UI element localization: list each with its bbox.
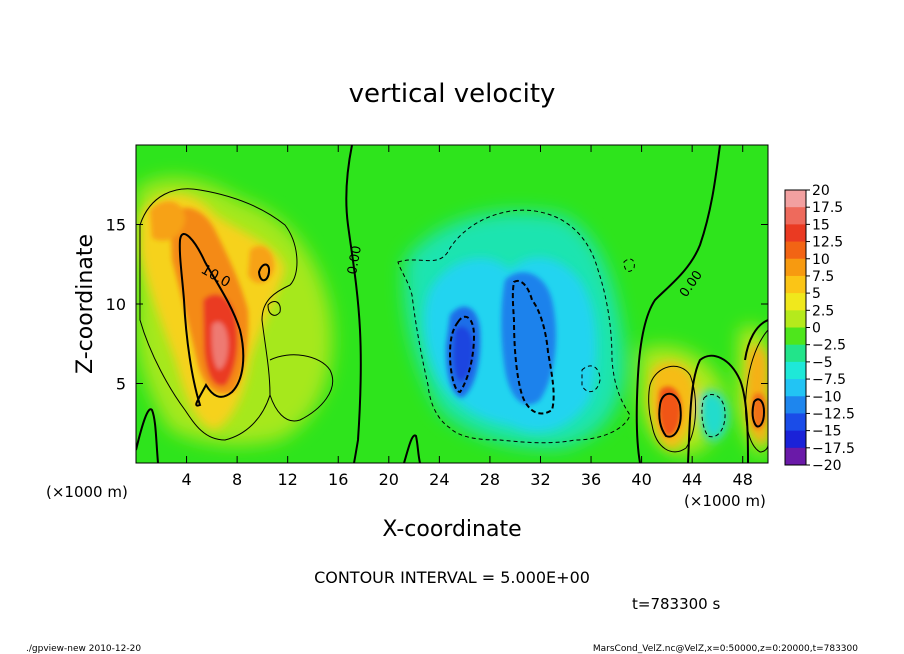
colorbar-label: 10	[812, 252, 830, 268]
contour-zero-right-cell	[687, 354, 749, 463]
x-tick-label: 40	[631, 470, 651, 489]
colorbar-label: −20	[812, 458, 842, 474]
colorbar-label: −12.5	[812, 406, 855, 422]
x-tick-label: 24	[429, 470, 449, 489]
x-tick-label: 16	[328, 470, 348, 489]
contour-neg-5-right-cell	[701, 394, 726, 438]
colorbar-label: −5	[812, 355, 833, 371]
field-updraft-right-red	[658, 386, 682, 437]
field-downdraft-blue-main	[501, 272, 556, 405]
contour-zero-mid-bottom	[403, 434, 421, 463]
x-tick-label: 20	[379, 470, 399, 489]
colorbar-swatch	[785, 258, 806, 277]
colorbar-swatch-min	[785, 447, 806, 465]
y-axis-ticks: 5 10 15	[106, 216, 768, 394]
colorbar-label: 5	[812, 286, 821, 302]
colorbar-label: −10	[812, 389, 842, 405]
colorbar-swatch	[785, 224, 806, 243]
contour-pos-10-right-cell	[658, 392, 682, 438]
y-tick-label: 10	[106, 295, 126, 314]
contour-zero-far-right-cell	[744, 319, 768, 361]
contour-pos-10-far-right-cell	[751, 398, 766, 428]
colorbar-label: 0	[812, 321, 821, 337]
time-text: t=783300 s	[632, 595, 720, 613]
contour-pos-5-small	[267, 301, 281, 316]
contour-neg-10-main	[511, 280, 555, 415]
contour-pos-5-right-tail	[269, 354, 334, 422]
chart-title: vertical velocity	[349, 79, 556, 109]
colorbar-swatch	[785, 396, 806, 414]
contour-lines	[136, 145, 768, 463]
contour-neg-5-small-2	[581, 365, 601, 393]
field-downdraft-blue-core	[453, 326, 474, 382]
contour-label-zero-left: 0.00	[345, 245, 365, 276]
contour-zero-right	[635, 145, 721, 463]
contour-interval-text: CONTOUR INTERVAL = 5.000E+00	[314, 568, 590, 587]
field-updraft-upper-mid-orange	[248, 246, 275, 284]
field-downdraft-right-cyan	[698, 390, 729, 441]
colorbar-label: 7.5	[812, 269, 834, 285]
contour-zero-left	[345, 145, 362, 463]
colorbar-swatch	[785, 379, 806, 397]
colorbar-swatch	[785, 413, 806, 432]
colorbar-swatch	[785, 344, 806, 363]
x-axis-label: X-coordinate	[382, 517, 521, 542]
x-tick-label: 12	[278, 470, 298, 489]
colorbar-swatch	[785, 310, 806, 328]
x-tick-label: 4	[181, 470, 191, 489]
colorbar-swatch	[785, 190, 806, 208]
contour-pos-10-left	[178, 233, 245, 407]
contour-zero-bottom-left	[136, 408, 159, 463]
x-unit-left: (×1000 m)	[46, 483, 128, 501]
colorbar-label: −17.5	[812, 441, 855, 457]
y-axis-label: Z-coordinate	[73, 234, 98, 374]
colorbar-swatch	[785, 327, 806, 346]
footer-left: ./gpview-new 2010-12-20	[26, 644, 141, 654]
colorbar-label: 12.5	[812, 235, 843, 251]
x-tick-label: 44	[682, 470, 702, 489]
colorbar-label: 15	[812, 217, 830, 233]
contour-neg-5-small-1	[623, 258, 635, 272]
colorbar-label: −2.5	[812, 338, 846, 354]
colorbar-swatch	[785, 430, 806, 449]
x-tick-label: 36	[581, 470, 601, 489]
plot-area	[136, 145, 768, 463]
colorbar-swatch	[785, 293, 806, 311]
field-updraft-upper-left-orange	[150, 201, 185, 241]
x-axis-ticks: 4 8 12 16 20 24 28 32 36 40 44 48	[181, 145, 753, 489]
contour-pos-5-far-right	[745, 329, 768, 453]
contour-neg-5-center	[397, 209, 631, 444]
colorbar-label: 17.5	[812, 200, 843, 216]
colorbar-swatch	[785, 275, 806, 294]
colorbar-label: −15	[812, 424, 842, 440]
colorbar-swatch	[785, 241, 806, 260]
contour-pos-10-small	[257, 263, 271, 282]
footer-right: MarsCond_VelZ.nc@VelZ,x=0:50000,z=0:2000…	[593, 644, 858, 654]
contour-pos-5-right-cell	[648, 365, 697, 453]
contour-pos-5-left	[139, 188, 298, 441]
contour-neg-10-left	[448, 315, 476, 394]
x-unit-right: (×1000 m)	[684, 492, 766, 510]
y-tick-label: 15	[106, 216, 126, 235]
x-tick-label: 32	[530, 470, 550, 489]
x-tick-label: 48	[733, 470, 753, 489]
colorbar-label: 2.5	[812, 303, 834, 319]
y-tick-label: 5	[116, 375, 126, 394]
colorbar-label: 20	[812, 183, 830, 199]
x-tick-label: 8	[232, 470, 242, 489]
x-tick-label: 28	[480, 470, 500, 489]
colorbar-swatch	[785, 207, 806, 225]
field-updraft-left-peak	[211, 321, 229, 370]
colorbar-swatch	[785, 361, 806, 380]
colorbar-label: −7.5	[812, 372, 846, 388]
